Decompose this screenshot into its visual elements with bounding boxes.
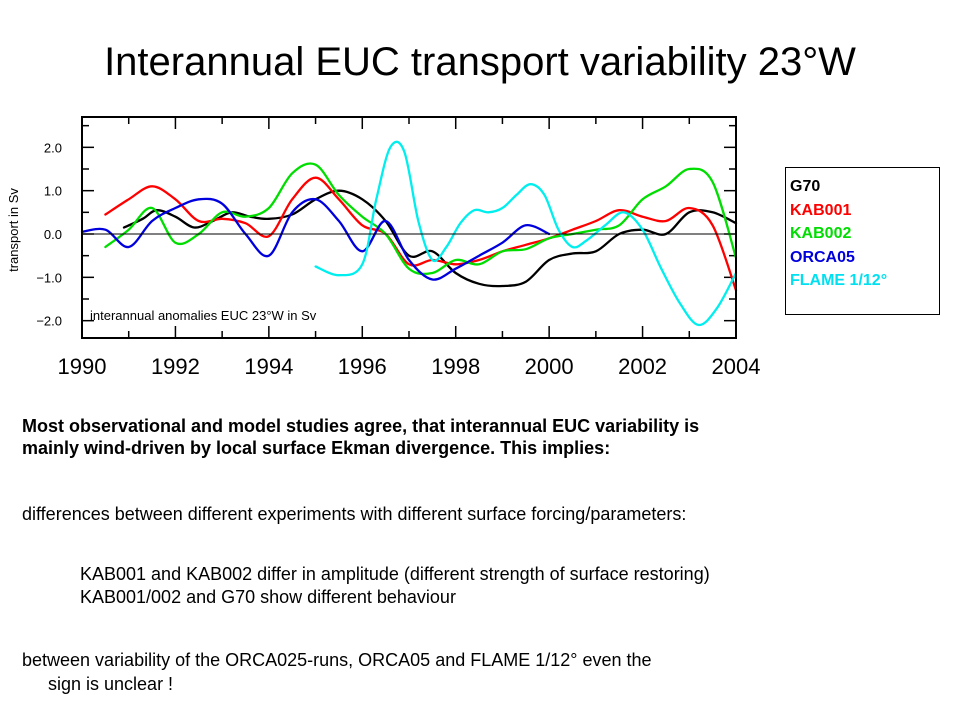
y-axis-label: transport in Sv [6,188,21,272]
x-tick-label: 1996 [338,354,387,379]
series-line-orca05 [80,197,551,281]
x-tick-label: 2000 [525,354,574,379]
sub-bullet-behaviour: KAB001/002 and G70 show different behavi… [80,586,456,609]
x-tick-label: 1994 [244,354,293,379]
bullet-sign-unclear-text: between variability of the ORCA025-runs,… [22,650,652,670]
x-tick-label: 1990 [58,354,107,379]
series-line-flame-1-12- [314,140,738,327]
bullet-differences: differences between different experiment… [22,503,686,526]
legend-item: KAB002 [790,225,852,242]
x-tick-label: 1998 [431,354,480,379]
legend-item: FLAME 1/12° [790,272,888,289]
x-tick-label: 1992 [151,354,200,379]
series-line-g70 [122,189,738,288]
bullet-differences-text: differences between different experiment… [22,504,687,524]
x-tick-label: 2002 [618,354,667,379]
bullet-sign-unclear-cont: sign is unclear ! [48,674,174,694]
series-lines [80,140,738,327]
y-tick-label: 0.0 [44,227,62,242]
y-tick-label: 2.0 [44,140,62,155]
page-title: Interannual EUC transport variability 23… [104,40,856,84]
body-text: Most observational and model studies agr… [22,415,952,694]
x-tick-label: 2004 [712,354,761,379]
chart-annotation: interannual anomalies EUC 23°W in Sv [90,308,317,323]
transport-chart: 1990 1992 1994 1996 1998 2000 2002 2004 2.0 1.0 0.… [6,116,760,379]
legend-item: KAB001 [790,201,852,219]
y-tick-label: −1.0 [36,270,62,285]
legend-item: G70 [790,178,821,195]
sub-bullet-amplitude-text: KAB001 and KAB002 differ in amplitude (d… [80,564,710,584]
tick-labels: 1990 1992 1994 1996 1998 2000 2002 2004 2.0 1.0 0.… [36,140,760,379]
intro-line-2: mainly wind-driven by local surface Ekma… [22,438,611,458]
intro-line-1: Most observational and model studies agr… [22,416,700,436]
y-tick-label: −2.0 [36,314,62,329]
legend-item: ORCA05 [790,248,855,266]
y-tick-label: 1.0 [44,184,62,199]
sub-bullet-amplitude: KAB001 and KAB002 differ in amplitude (d… [80,563,710,586]
sub-bullet-behaviour-text: KAB001/002 and G70 show different behavi… [80,587,456,607]
legend: G70 KAB001 KAB002 ORCA05 FLAME 1/12° [785,167,940,315]
tick-marks [81,117,737,338]
series-line-kab002 [104,162,738,276]
bullet-sign-unclear: between variability of the ORCA025-runs,… [22,649,652,672]
plot-frame [81,116,737,339]
